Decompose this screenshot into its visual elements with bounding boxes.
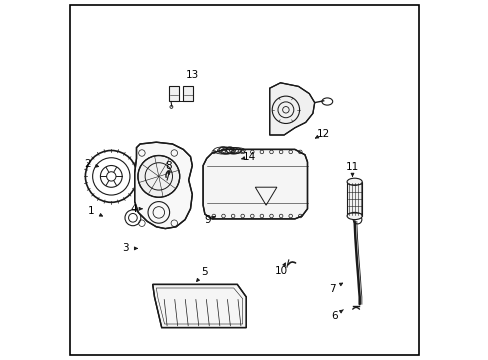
Text: 14: 14	[243, 152, 256, 162]
Text: 2: 2	[84, 159, 90, 169]
Polygon shape	[152, 284, 246, 328]
Text: 7: 7	[329, 284, 335, 294]
Text: 4: 4	[130, 204, 137, 214]
Text: 10: 10	[274, 266, 287, 276]
Text: 6: 6	[330, 311, 337, 321]
Text: 9: 9	[204, 215, 211, 225]
Text: 3: 3	[122, 243, 129, 253]
Polygon shape	[134, 142, 192, 229]
Text: 8: 8	[165, 161, 172, 171]
Circle shape	[138, 156, 179, 197]
Ellipse shape	[346, 212, 362, 220]
Text: 13: 13	[185, 70, 199, 80]
Bar	[346, 182, 362, 216]
Text: 5: 5	[201, 267, 208, 277]
Bar	[168, 86, 179, 101]
Ellipse shape	[346, 178, 362, 185]
Text: 1: 1	[88, 206, 95, 216]
Text: 12: 12	[316, 129, 329, 139]
Text: 11: 11	[345, 162, 358, 172]
Polygon shape	[269, 83, 314, 135]
Polygon shape	[203, 149, 307, 219]
Bar	[183, 86, 193, 101]
